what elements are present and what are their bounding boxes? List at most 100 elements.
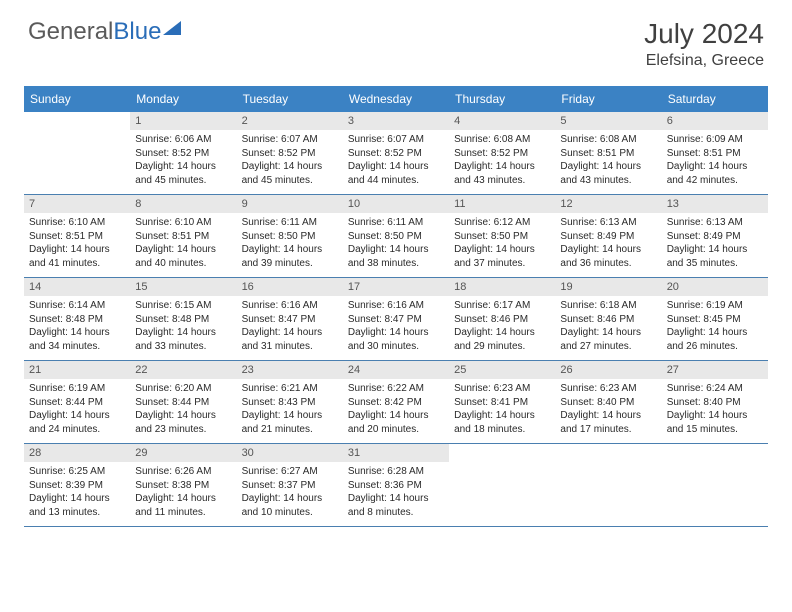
day-cell: 7Sunrise: 6:10 AMSunset: 8:51 PMDaylight… [24, 195, 130, 277]
daylight-text: Daylight: 14 hours and 36 minutes. [560, 243, 656, 270]
day-body: Sunrise: 6:07 AMSunset: 8:52 PMDaylight:… [237, 130, 343, 193]
day-body: Sunrise: 6:10 AMSunset: 8:51 PMDaylight:… [24, 213, 130, 276]
sunrise-text: Sunrise: 6:08 AM [454, 133, 550, 147]
day-number: 18 [449, 278, 555, 296]
dow-thursday: Thursday [449, 86, 555, 112]
sunrise-text: Sunrise: 6:13 AM [560, 216, 656, 230]
day-body: Sunrise: 6:16 AMSunset: 8:47 PMDaylight:… [343, 296, 449, 359]
sunset-text: Sunset: 8:50 PM [348, 230, 444, 244]
daylight-text: Daylight: 14 hours and 37 minutes. [454, 243, 550, 270]
sunset-text: Sunset: 8:51 PM [135, 230, 231, 244]
daylight-text: Daylight: 14 hours and 18 minutes. [454, 409, 550, 436]
day-cell: 27Sunrise: 6:24 AMSunset: 8:40 PMDayligh… [662, 361, 768, 443]
sunrise-text: Sunrise: 6:17 AM [454, 299, 550, 313]
day-cell: 22Sunrise: 6:20 AMSunset: 8:44 PMDayligh… [130, 361, 236, 443]
sunrise-text: Sunrise: 6:15 AM [135, 299, 231, 313]
day-cell: 29Sunrise: 6:26 AMSunset: 8:38 PMDayligh… [130, 444, 236, 526]
title-block: July 2024 Elefsina, Greece [644, 18, 764, 70]
day-body: Sunrise: 6:28 AMSunset: 8:36 PMDaylight:… [343, 462, 449, 525]
sunrise-text: Sunrise: 6:20 AM [135, 382, 231, 396]
sunrise-text: Sunrise: 6:11 AM [348, 216, 444, 230]
daylight-text: Daylight: 14 hours and 41 minutes. [29, 243, 125, 270]
month-title: July 2024 [644, 18, 764, 50]
sunset-text: Sunset: 8:46 PM [454, 313, 550, 327]
sunset-text: Sunset: 8:51 PM [560, 147, 656, 161]
sunset-text: Sunset: 8:50 PM [454, 230, 550, 244]
week-row: 28Sunrise: 6:25 AMSunset: 8:39 PMDayligh… [24, 444, 768, 527]
sunrise-text: Sunrise: 6:11 AM [242, 216, 338, 230]
day-number: 26 [555, 361, 661, 379]
day-number: 30 [237, 444, 343, 462]
daylight-text: Daylight: 14 hours and 31 minutes. [242, 326, 338, 353]
day-cell: 14Sunrise: 6:14 AMSunset: 8:48 PMDayligh… [24, 278, 130, 360]
day-cell: 16Sunrise: 6:16 AMSunset: 8:47 PMDayligh… [237, 278, 343, 360]
day-number: 8 [130, 195, 236, 213]
week-row: 21Sunrise: 6:19 AMSunset: 8:44 PMDayligh… [24, 361, 768, 444]
brand-part2: Blue [113, 18, 161, 46]
day-cell: 3Sunrise: 6:07 AMSunset: 8:52 PMDaylight… [343, 112, 449, 194]
day-body: Sunrise: 6:13 AMSunset: 8:49 PMDaylight:… [555, 213, 661, 276]
day-body: Sunrise: 6:10 AMSunset: 8:51 PMDaylight:… [130, 213, 236, 276]
day-body: Sunrise: 6:08 AMSunset: 8:51 PMDaylight:… [555, 130, 661, 193]
dow-tuesday: Tuesday [237, 86, 343, 112]
day-body: Sunrise: 6:19 AMSunset: 8:45 PMDaylight:… [662, 296, 768, 359]
day-number: 20 [662, 278, 768, 296]
sunset-text: Sunset: 8:41 PM [454, 396, 550, 410]
day-body: Sunrise: 6:11 AMSunset: 8:50 PMDaylight:… [237, 213, 343, 276]
sunset-text: Sunset: 8:51 PM [29, 230, 125, 244]
day-number: 17 [343, 278, 449, 296]
day-number: 1 [130, 112, 236, 130]
day-cell: 5Sunrise: 6:08 AMSunset: 8:51 PMDaylight… [555, 112, 661, 194]
daylight-text: Daylight: 14 hours and 34 minutes. [29, 326, 125, 353]
day-cell [662, 444, 768, 526]
day-number: 14 [24, 278, 130, 296]
day-cell: 8Sunrise: 6:10 AMSunset: 8:51 PMDaylight… [130, 195, 236, 277]
sunrise-text: Sunrise: 6:26 AM [135, 465, 231, 479]
day-cell: 26Sunrise: 6:23 AMSunset: 8:40 PMDayligh… [555, 361, 661, 443]
day-cell: 30Sunrise: 6:27 AMSunset: 8:37 PMDayligh… [237, 444, 343, 526]
sunset-text: Sunset: 8:49 PM [667, 230, 763, 244]
day-body: Sunrise: 6:14 AMSunset: 8:48 PMDaylight:… [24, 296, 130, 359]
location-label: Elefsina, Greece [644, 52, 764, 70]
day-cell: 15Sunrise: 6:15 AMSunset: 8:48 PMDayligh… [130, 278, 236, 360]
week-row: 1Sunrise: 6:06 AMSunset: 8:52 PMDaylight… [24, 112, 768, 195]
day-of-week-row: SundayMondayTuesdayWednesdayThursdayFrid… [24, 86, 768, 112]
day-body: Sunrise: 6:12 AMSunset: 8:50 PMDaylight:… [449, 213, 555, 276]
daylight-text: Daylight: 14 hours and 38 minutes. [348, 243, 444, 270]
sunrise-text: Sunrise: 6:08 AM [560, 133, 656, 147]
sunset-text: Sunset: 8:37 PM [242, 479, 338, 493]
day-body: Sunrise: 6:11 AMSunset: 8:50 PMDaylight:… [343, 213, 449, 276]
day-body: Sunrise: 6:19 AMSunset: 8:44 PMDaylight:… [24, 379, 130, 442]
daylight-text: Daylight: 14 hours and 17 minutes. [560, 409, 656, 436]
day-cell [24, 112, 130, 194]
day-body: Sunrise: 6:21 AMSunset: 8:43 PMDaylight:… [237, 379, 343, 442]
daylight-text: Daylight: 14 hours and 13 minutes. [29, 492, 125, 519]
sunset-text: Sunset: 8:40 PM [667, 396, 763, 410]
sunset-text: Sunset: 8:52 PM [348, 147, 444, 161]
daylight-text: Daylight: 14 hours and 40 minutes. [135, 243, 231, 270]
daylight-text: Daylight: 14 hours and 23 minutes. [135, 409, 231, 436]
daylight-text: Daylight: 14 hours and 42 minutes. [667, 160, 763, 187]
daylight-text: Daylight: 14 hours and 30 minutes. [348, 326, 444, 353]
day-body: Sunrise: 6:24 AMSunset: 8:40 PMDaylight:… [662, 379, 768, 442]
sunset-text: Sunset: 8:38 PM [135, 479, 231, 493]
day-number: 15 [130, 278, 236, 296]
day-number: 12 [555, 195, 661, 213]
sunrise-text: Sunrise: 6:14 AM [29, 299, 125, 313]
sunrise-text: Sunrise: 6:12 AM [454, 216, 550, 230]
day-cell: 9Sunrise: 6:11 AMSunset: 8:50 PMDaylight… [237, 195, 343, 277]
day-cell: 25Sunrise: 6:23 AMSunset: 8:41 PMDayligh… [449, 361, 555, 443]
week-row: 14Sunrise: 6:14 AMSunset: 8:48 PMDayligh… [24, 278, 768, 361]
day-number: 29 [130, 444, 236, 462]
day-cell: 23Sunrise: 6:21 AMSunset: 8:43 PMDayligh… [237, 361, 343, 443]
sunrise-text: Sunrise: 6:10 AM [135, 216, 231, 230]
brand-logo: GeneralBlue [28, 18, 181, 46]
sunset-text: Sunset: 8:50 PM [242, 230, 338, 244]
day-cell: 10Sunrise: 6:11 AMSunset: 8:50 PMDayligh… [343, 195, 449, 277]
sunrise-text: Sunrise: 6:18 AM [560, 299, 656, 313]
day-cell: 17Sunrise: 6:16 AMSunset: 8:47 PMDayligh… [343, 278, 449, 360]
day-number: 10 [343, 195, 449, 213]
sunset-text: Sunset: 8:44 PM [29, 396, 125, 410]
daylight-text: Daylight: 14 hours and 21 minutes. [242, 409, 338, 436]
dow-monday: Monday [130, 86, 236, 112]
